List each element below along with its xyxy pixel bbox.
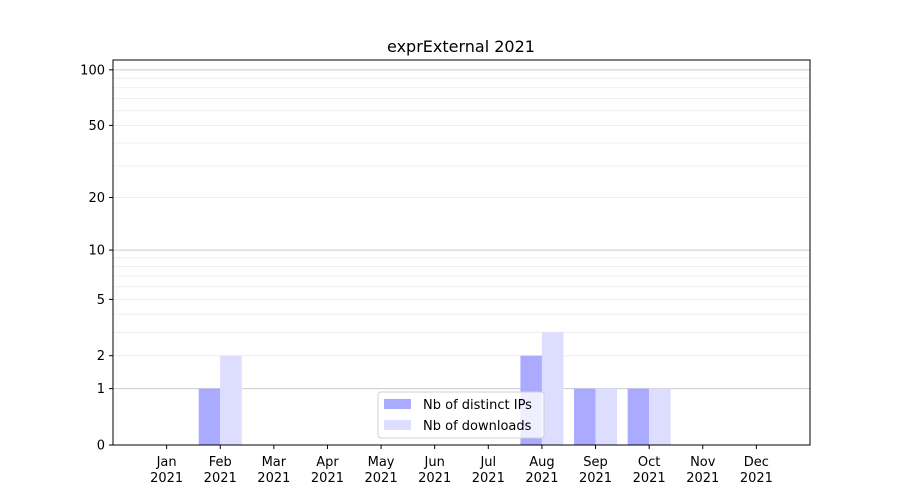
x-tick-label: Dec 2021: [740, 455, 773, 486]
y-tick-label: 10: [88, 244, 105, 259]
x-tick-label: Jul 2021: [472, 455, 505, 486]
x-tick-label: Jun 2021: [418, 455, 451, 486]
x-tick-label: Oct 2021: [633, 455, 666, 486]
legend-swatch: [384, 420, 411, 430]
legend-swatch: [384, 399, 411, 409]
bar-ips: [627, 388, 650, 445]
x-tick-label: Aug 2021: [525, 455, 558, 486]
bar-downloads: [649, 388, 671, 445]
x-tick-label: Jan 2021: [150, 455, 183, 486]
x-tick-label: Mar 2021: [257, 455, 290, 486]
y-tick-label: 2: [97, 349, 105, 364]
y-tick-label: 20: [88, 191, 105, 206]
x-tick-label: Sep 2021: [579, 455, 612, 486]
legend-label: Nb of distinct IPs: [423, 398, 532, 413]
y-tick-label: 1: [97, 382, 105, 397]
bar-downloads: [220, 355, 242, 445]
x-tick-label: Apr 2021: [311, 455, 344, 486]
y-tick-label: 0: [97, 439, 105, 454]
x-tick-label: Nov 2021: [686, 455, 719, 486]
bar-downloads: [595, 388, 618, 445]
bar-downloads: [541, 332, 564, 445]
plot-frame: [112, 59, 811, 446]
y-tick-label: 50: [88, 119, 105, 134]
x-tick-label: May 2021: [365, 455, 398, 486]
x-tick-label: Feb 2021: [204, 455, 237, 486]
chart-title: exprExternal 2021: [387, 37, 535, 56]
legend-label: Nb of downloads: [423, 419, 532, 434]
y-tick-label: 100: [80, 63, 105, 78]
legend: Nb of distinct IPs Nb of downloads: [377, 391, 545, 439]
bar-ips: [198, 388, 221, 445]
y-tick-label: 5: [97, 293, 105, 308]
bar-ips: [574, 388, 596, 445]
